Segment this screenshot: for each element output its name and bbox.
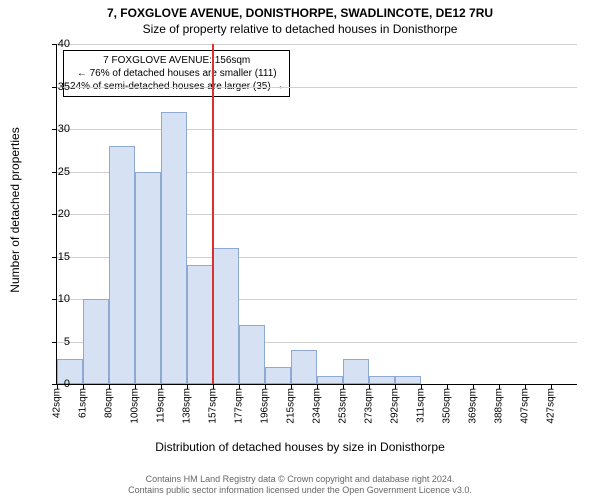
x-tick-label: 427sqm	[546, 384, 557, 424]
x-tick-label: 157sqm	[208, 384, 219, 424]
y-tick-label: 0	[40, 378, 70, 390]
x-tick-label: 388sqm	[494, 384, 505, 424]
y-tick-label: 40	[40, 38, 70, 50]
chart-subtitle: Size of property relative to detached ho…	[0, 20, 600, 38]
x-tick-label: 119sqm	[156, 384, 167, 423]
x-tick-label: 61sqm	[78, 384, 89, 418]
x-tick-label: 177sqm	[234, 384, 245, 424]
y-tick-label: 35	[40, 81, 70, 93]
chart-title: 7, FOXGLOVE AVENUE, DONISTHORPE, SWADLIN…	[0, 0, 600, 20]
y-tick-label: 15	[40, 251, 70, 263]
gridline	[57, 87, 577, 88]
y-tick-label: 20	[40, 208, 70, 220]
histogram-bar	[369, 376, 395, 385]
x-tick-label: 350sqm	[442, 384, 453, 424]
y-tick-label: 25	[40, 166, 70, 178]
footer-text: Contains HM Land Registry data © Crown c…	[0, 474, 600, 496]
histogram-bar	[343, 359, 369, 385]
gridline	[57, 129, 577, 130]
annotation-box: 7 FOXGLOVE AVENUE: 156sqm ← 76% of detac…	[63, 50, 290, 97]
y-tick-label: 10	[40, 293, 70, 305]
histogram-bar	[213, 248, 239, 384]
x-tick-label: 407sqm	[520, 384, 531, 424]
y-tick-label: 5	[40, 336, 70, 348]
histogram-bar	[317, 376, 343, 385]
x-tick-label: 253sqm	[338, 384, 349, 424]
footer-line-1: Contains HM Land Registry data © Crown c…	[0, 474, 600, 485]
histogram-bar	[83, 299, 109, 384]
histogram-bar	[239, 325, 265, 385]
annotation-line-2: ← 76% of detached houses are smaller (11…	[70, 67, 283, 80]
x-tick-label: 292sqm	[390, 384, 401, 424]
y-axis-label: Number of detached properties	[8, 127, 22, 292]
histogram-bar	[395, 376, 421, 385]
chart-container: 7, FOXGLOVE AVENUE, DONISTHORPE, SWADLIN…	[0, 0, 600, 500]
x-tick-label: 100sqm	[130, 384, 141, 424]
histogram-bar	[135, 172, 161, 385]
x-tick-label: 196sqm	[260, 384, 271, 424]
annotation-line-1: 7 FOXGLOVE AVENUE: 156sqm	[70, 54, 283, 67]
marker-line	[212, 44, 214, 384]
x-tick-label: 234sqm	[312, 384, 323, 424]
x-tick-label: 215sqm	[286, 384, 297, 424]
x-tick-label: 273sqm	[364, 384, 375, 424]
x-tick-label: 80sqm	[104, 384, 115, 418]
plot-area: 7 FOXGLOVE AVENUE: 156sqm ← 76% of detac…	[56, 44, 577, 385]
histogram-bar	[187, 265, 213, 384]
histogram-bar	[161, 112, 187, 384]
x-tick-label: 311sqm	[416, 384, 427, 423]
gridline	[57, 44, 577, 45]
x-tick-label: 138sqm	[182, 384, 193, 424]
x-tick-label: 369sqm	[468, 384, 479, 424]
footer-line-2: Contains public sector information licen…	[0, 485, 600, 496]
histogram-bar	[265, 367, 291, 384]
histogram-bar	[291, 350, 317, 384]
histogram-bar	[109, 146, 135, 384]
x-axis-label: Distribution of detached houses by size …	[0, 440, 600, 454]
y-tick-label: 30	[40, 123, 70, 135]
